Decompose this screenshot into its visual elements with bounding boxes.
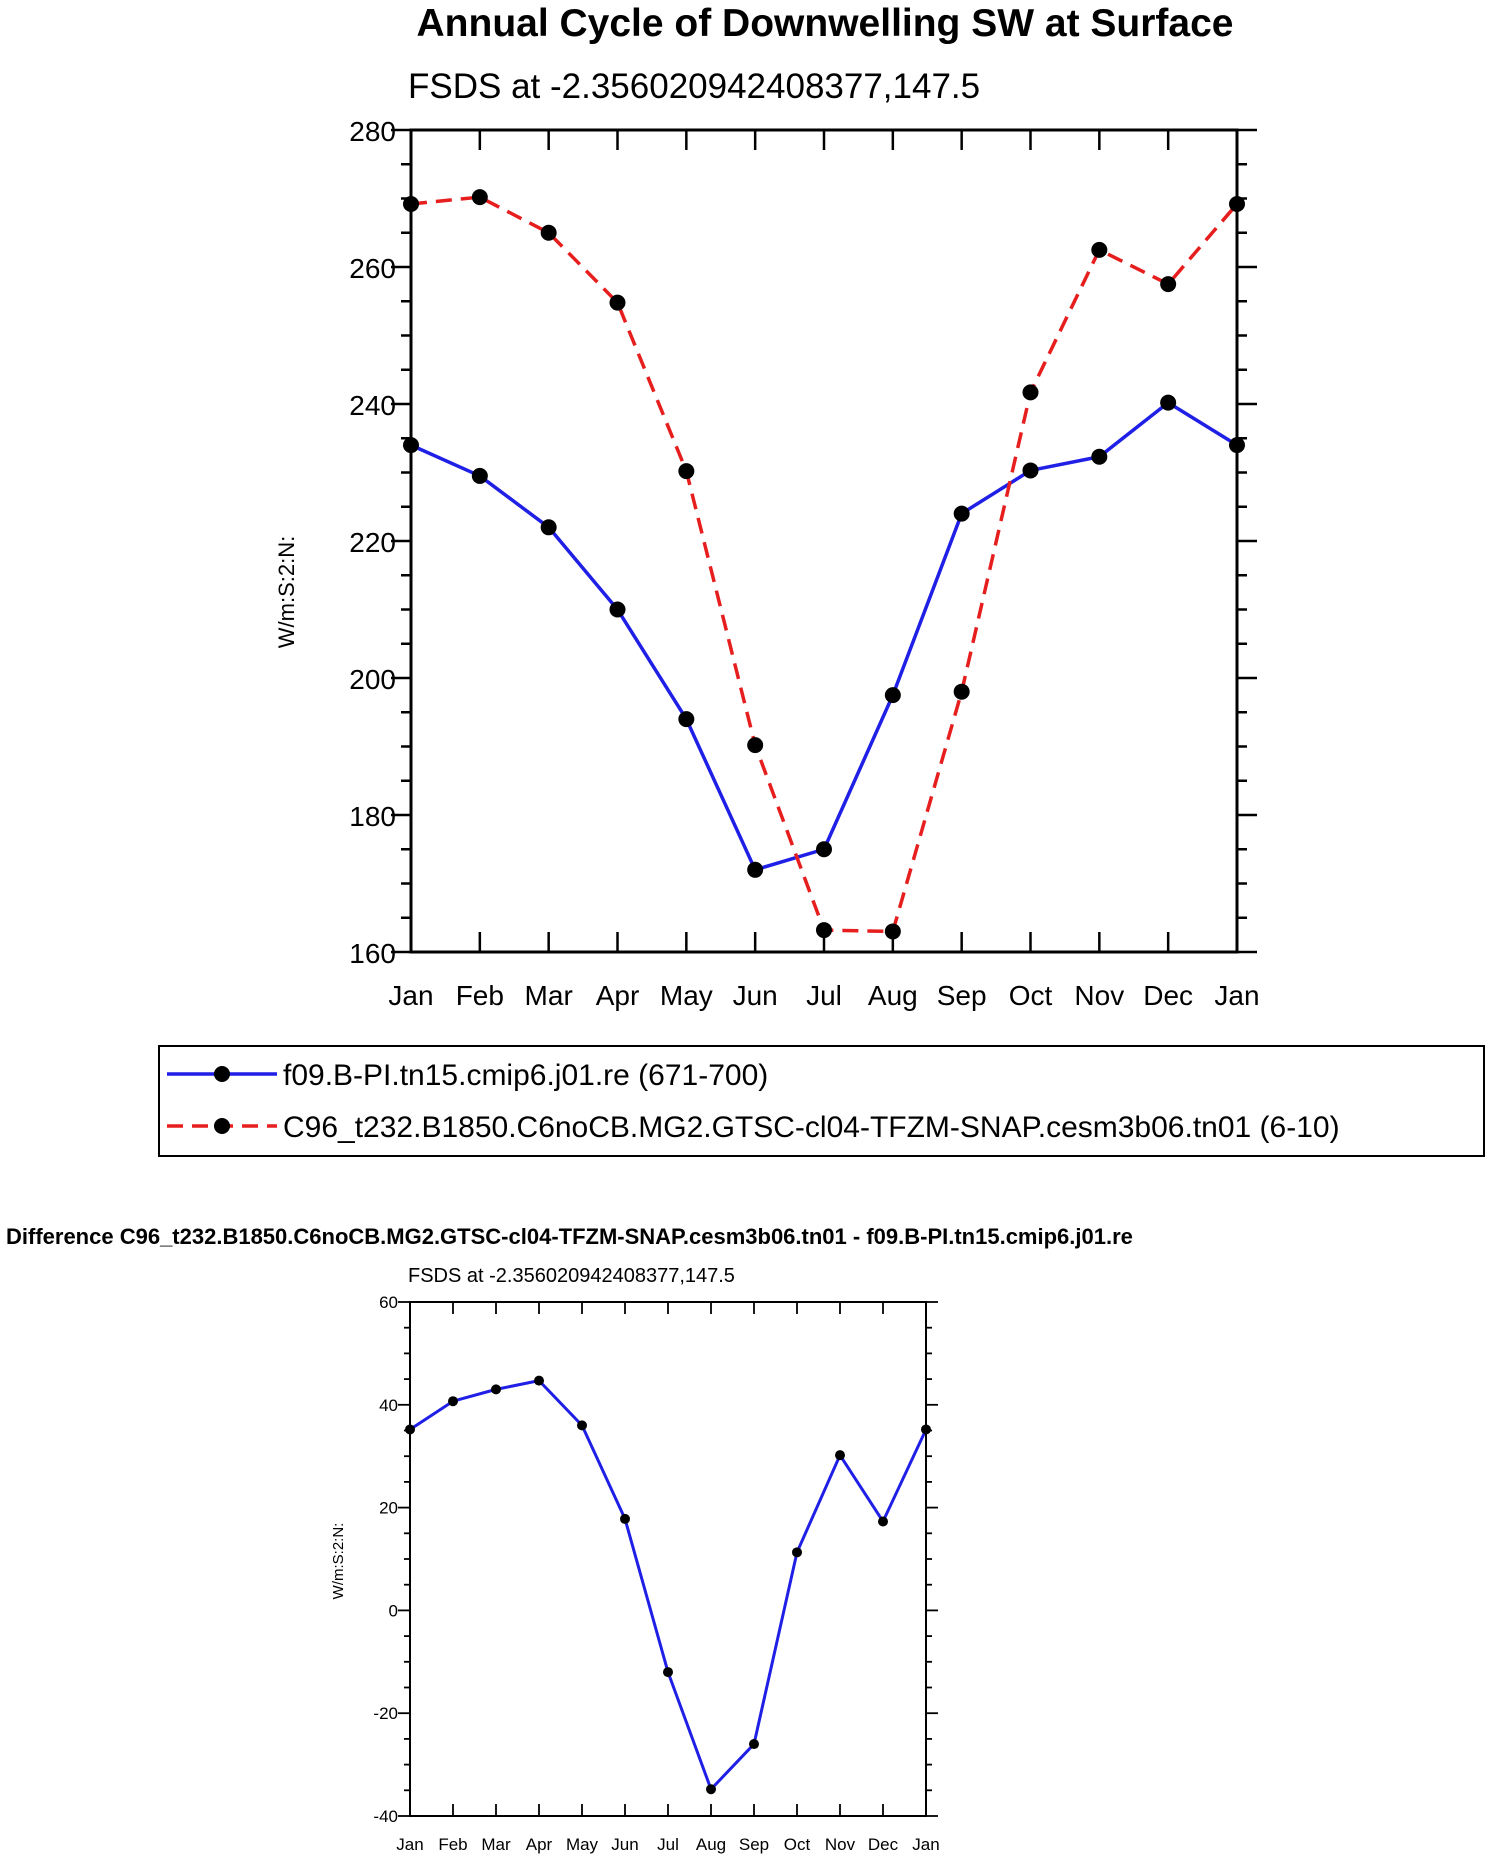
top-ytick-label: 180 [349, 801, 396, 832]
top-ytick-label: 280 [349, 116, 396, 147]
top-point-1 [816, 922, 832, 939]
top-xtick-label: Feb [456, 980, 504, 1011]
diff-xtick-label: Nov [825, 1835, 856, 1854]
top-xtick-label: Dec [1143, 980, 1193, 1011]
diff-chart-frame [409, 1301, 927, 1817]
legend-label-c96: C96_t232.B1850.C6noCB.MG2.GTSC-cl04-TFZM… [283, 1111, 1340, 1144]
top-ytick-label: 220 [349, 527, 396, 558]
top-xtick-label: Jul [806, 980, 842, 1011]
top-series-line-0 [410, 400, 1238, 872]
top-chart-ticks: Jan Feb Mar Apr May Jun Jul Aug Sep Oct Nov Dec Jan 1… [349, 116, 1259, 1011]
top-point-0 [471, 467, 488, 484]
diff-xtick-label: Jun [611, 1835, 638, 1854]
diff-chart: Difference C96_t232.B1850.C6noCB.MG2.GTS… [6, 1224, 1133, 1854]
top-chart-subtitle: FSDS at -2.356020942408377,147.5 [408, 67, 980, 106]
diff-chart-series [405, 1375, 931, 1795]
diff-point-0 [620, 1513, 630, 1524]
diff-xtick-label: Feb [438, 1835, 467, 1854]
top-point-0 [609, 601, 626, 618]
diff-ytick-label: 40 [379, 1396, 398, 1415]
diff-chart-ylabel: W/m:S:2:N: [330, 1523, 347, 1600]
diff-point-0 [749, 1739, 759, 1750]
top-ytick-label: 160 [349, 938, 396, 969]
diff-ytick-label: 60 [379, 1293, 398, 1312]
top-xtick-label: Sep [937, 980, 987, 1011]
top-point-0 [953, 505, 970, 522]
top-xtick-label: Oct [1009, 980, 1053, 1011]
top-point-0 [884, 687, 901, 704]
diff-xtick-label: Apr [526, 1835, 553, 1854]
diff-point-0 [534, 1375, 544, 1386]
diff-point-0 [663, 1667, 673, 1678]
top-point-0 [540, 519, 557, 536]
top-xtick-label: Jan [388, 980, 433, 1011]
legend-entry-f09: f09.B-PI.tn15.cmip6.j01.re (671-700) [167, 1059, 768, 1092]
diff-ytick-label: 20 [379, 1499, 398, 1518]
legend-box [158, 1045, 1485, 1157]
diff-chart-ticks: Jan Feb Mar Apr May Jun Jul Aug Sep Oct Nov Dec Jan -… [373, 1293, 939, 1854]
top-ytick-label: 200 [349, 664, 396, 695]
diff-point-0 [448, 1396, 458, 1407]
top-point-1 [747, 737, 764, 754]
legend: f09.B-PI.tn15.cmip6.j01.re (671-700) C96… [158, 1045, 1485, 1157]
top-chart-series [403, 189, 1245, 940]
diff-xtick-label: Dec [868, 1835, 899, 1854]
diff-ytick-label: -20 [373, 1704, 398, 1723]
top-ytick-label: 260 [349, 253, 396, 284]
top-point-1 [609, 294, 626, 311]
diff-point-0 [792, 1547, 802, 1558]
diff-point-0 [706, 1784, 716, 1795]
top-point-1 [1160, 276, 1177, 293]
diff-xtick-label: Mar [481, 1835, 511, 1854]
top-chart-frame [409, 128, 1239, 954]
top-xtick-label: Mar [525, 980, 573, 1011]
top-point-0 [1160, 394, 1177, 411]
diff-xtick-label: Jul [657, 1835, 679, 1854]
diff-ytick-label: 0 [389, 1601, 398, 1620]
top-point-0 [1022, 462, 1039, 479]
top-point-1 [678, 463, 695, 480]
diff-chart-subtitle: FSDS at -2.356020942408377,147.5 [408, 1265, 735, 1287]
diff-ytick-label: -40 [373, 1807, 398, 1826]
top-point-0 [1091, 448, 1108, 465]
top-xtick-label: Nov [1074, 980, 1124, 1011]
diff-series-line-0 [409, 1379, 928, 1791]
top-point-0 [747, 861, 764, 878]
diff-point-0 [835, 1450, 845, 1461]
top-point-0 [816, 841, 832, 858]
diff-xtick-label: Jan [396, 1835, 423, 1854]
legend-entry-c96: C96_t232.B1850.C6noCB.MG2.GTSC-cl04-TFZM… [167, 1111, 1340, 1144]
top-xtick-label: May [660, 980, 713, 1011]
legend-marker-c96 [214, 1118, 230, 1134]
top-xtick-label: Jan [1214, 980, 1259, 1011]
top-xtick-label: Jun [733, 980, 778, 1011]
diff-xtick-label: May [566, 1835, 599, 1854]
top-xtick-label: Aug [868, 980, 918, 1011]
top-point-1 [884, 923, 901, 940]
top-point-1 [953, 683, 970, 700]
diff-xtick-label: Sep [739, 1835, 769, 1854]
diff-chart-title: Difference C96_t232.B1850.C6noCB.MG2.GTS… [6, 1224, 1133, 1249]
diff-point-0 [577, 1420, 587, 1431]
diff-point-0 [878, 1516, 888, 1527]
diff-xtick-label: Aug [696, 1835, 726, 1854]
diff-point-0 [491, 1384, 501, 1395]
diff-xtick-label: Oct [784, 1835, 811, 1854]
top-series-line-1 [410, 195, 1239, 934]
top-chart-ylabel: W/m:S:2:N: [274, 536, 299, 648]
legend-marker-f09 [214, 1066, 230, 1082]
legend-label-f09: f09.B-PI.tn15.cmip6.j01.re (671-700) [283, 1059, 768, 1092]
top-chart-title: Annual Cycle of Downwelling SW at Surfac… [417, 2, 1234, 45]
top-point-1 [471, 189, 488, 206]
top-chart: Annual Cycle of Downwelling SW at Surfac… [274, 2, 1260, 1011]
top-point-0 [678, 711, 695, 728]
top-point-1 [1022, 384, 1039, 401]
top-xtick-label: Apr [596, 980, 640, 1011]
top-ytick-label: 240 [349, 390, 396, 421]
top-point-1 [1091, 241, 1108, 258]
diff-xtick-label: Jan [912, 1835, 939, 1854]
top-point-1 [540, 224, 557, 241]
